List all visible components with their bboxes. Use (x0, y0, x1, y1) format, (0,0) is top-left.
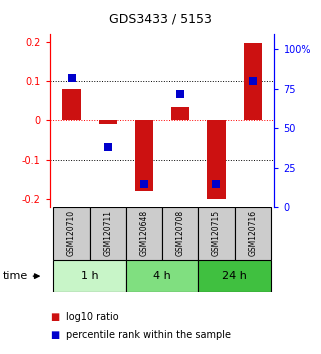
Text: GSM120711: GSM120711 (103, 210, 112, 256)
Bar (63, 89, 81, 120)
Text: GSM120708: GSM120708 (176, 210, 185, 256)
Bar (90, 207, 126, 260)
Text: log10 ratio: log10 ratio (66, 312, 118, 322)
Bar (53, 260, 126, 292)
Bar (53, 207, 90, 260)
Text: 24 h: 24 h (222, 271, 247, 281)
Bar (162, 207, 198, 260)
Text: GSM120710: GSM120710 (67, 210, 76, 256)
Bar (198, 260, 271, 292)
Point (214, 181, 219, 187)
Bar (235, 207, 271, 260)
Text: GSM120715: GSM120715 (212, 210, 221, 256)
Text: 1 h: 1 h (81, 271, 99, 281)
Bar (126, 260, 198, 292)
Bar (126, 207, 162, 260)
Text: ■: ■ (50, 330, 59, 339)
Text: ■: ■ (50, 312, 59, 322)
Bar (207, 120, 226, 199)
Point (250, 78, 255, 84)
Point (105, 144, 110, 150)
Bar (244, 44, 262, 120)
Bar (171, 107, 189, 120)
Text: time: time (3, 271, 29, 281)
Text: GSM120648: GSM120648 (140, 210, 149, 256)
Bar (99, 120, 117, 124)
Text: 4 h: 4 h (153, 271, 171, 281)
Point (69, 75, 74, 81)
Text: percentile rank within the sample: percentile rank within the sample (66, 330, 231, 339)
Text: GSM120716: GSM120716 (248, 210, 257, 256)
Point (178, 91, 183, 96)
Text: GDS3433 / 5153: GDS3433 / 5153 (109, 12, 212, 25)
Bar (135, 120, 153, 191)
Bar (198, 207, 235, 260)
Point (142, 181, 147, 187)
